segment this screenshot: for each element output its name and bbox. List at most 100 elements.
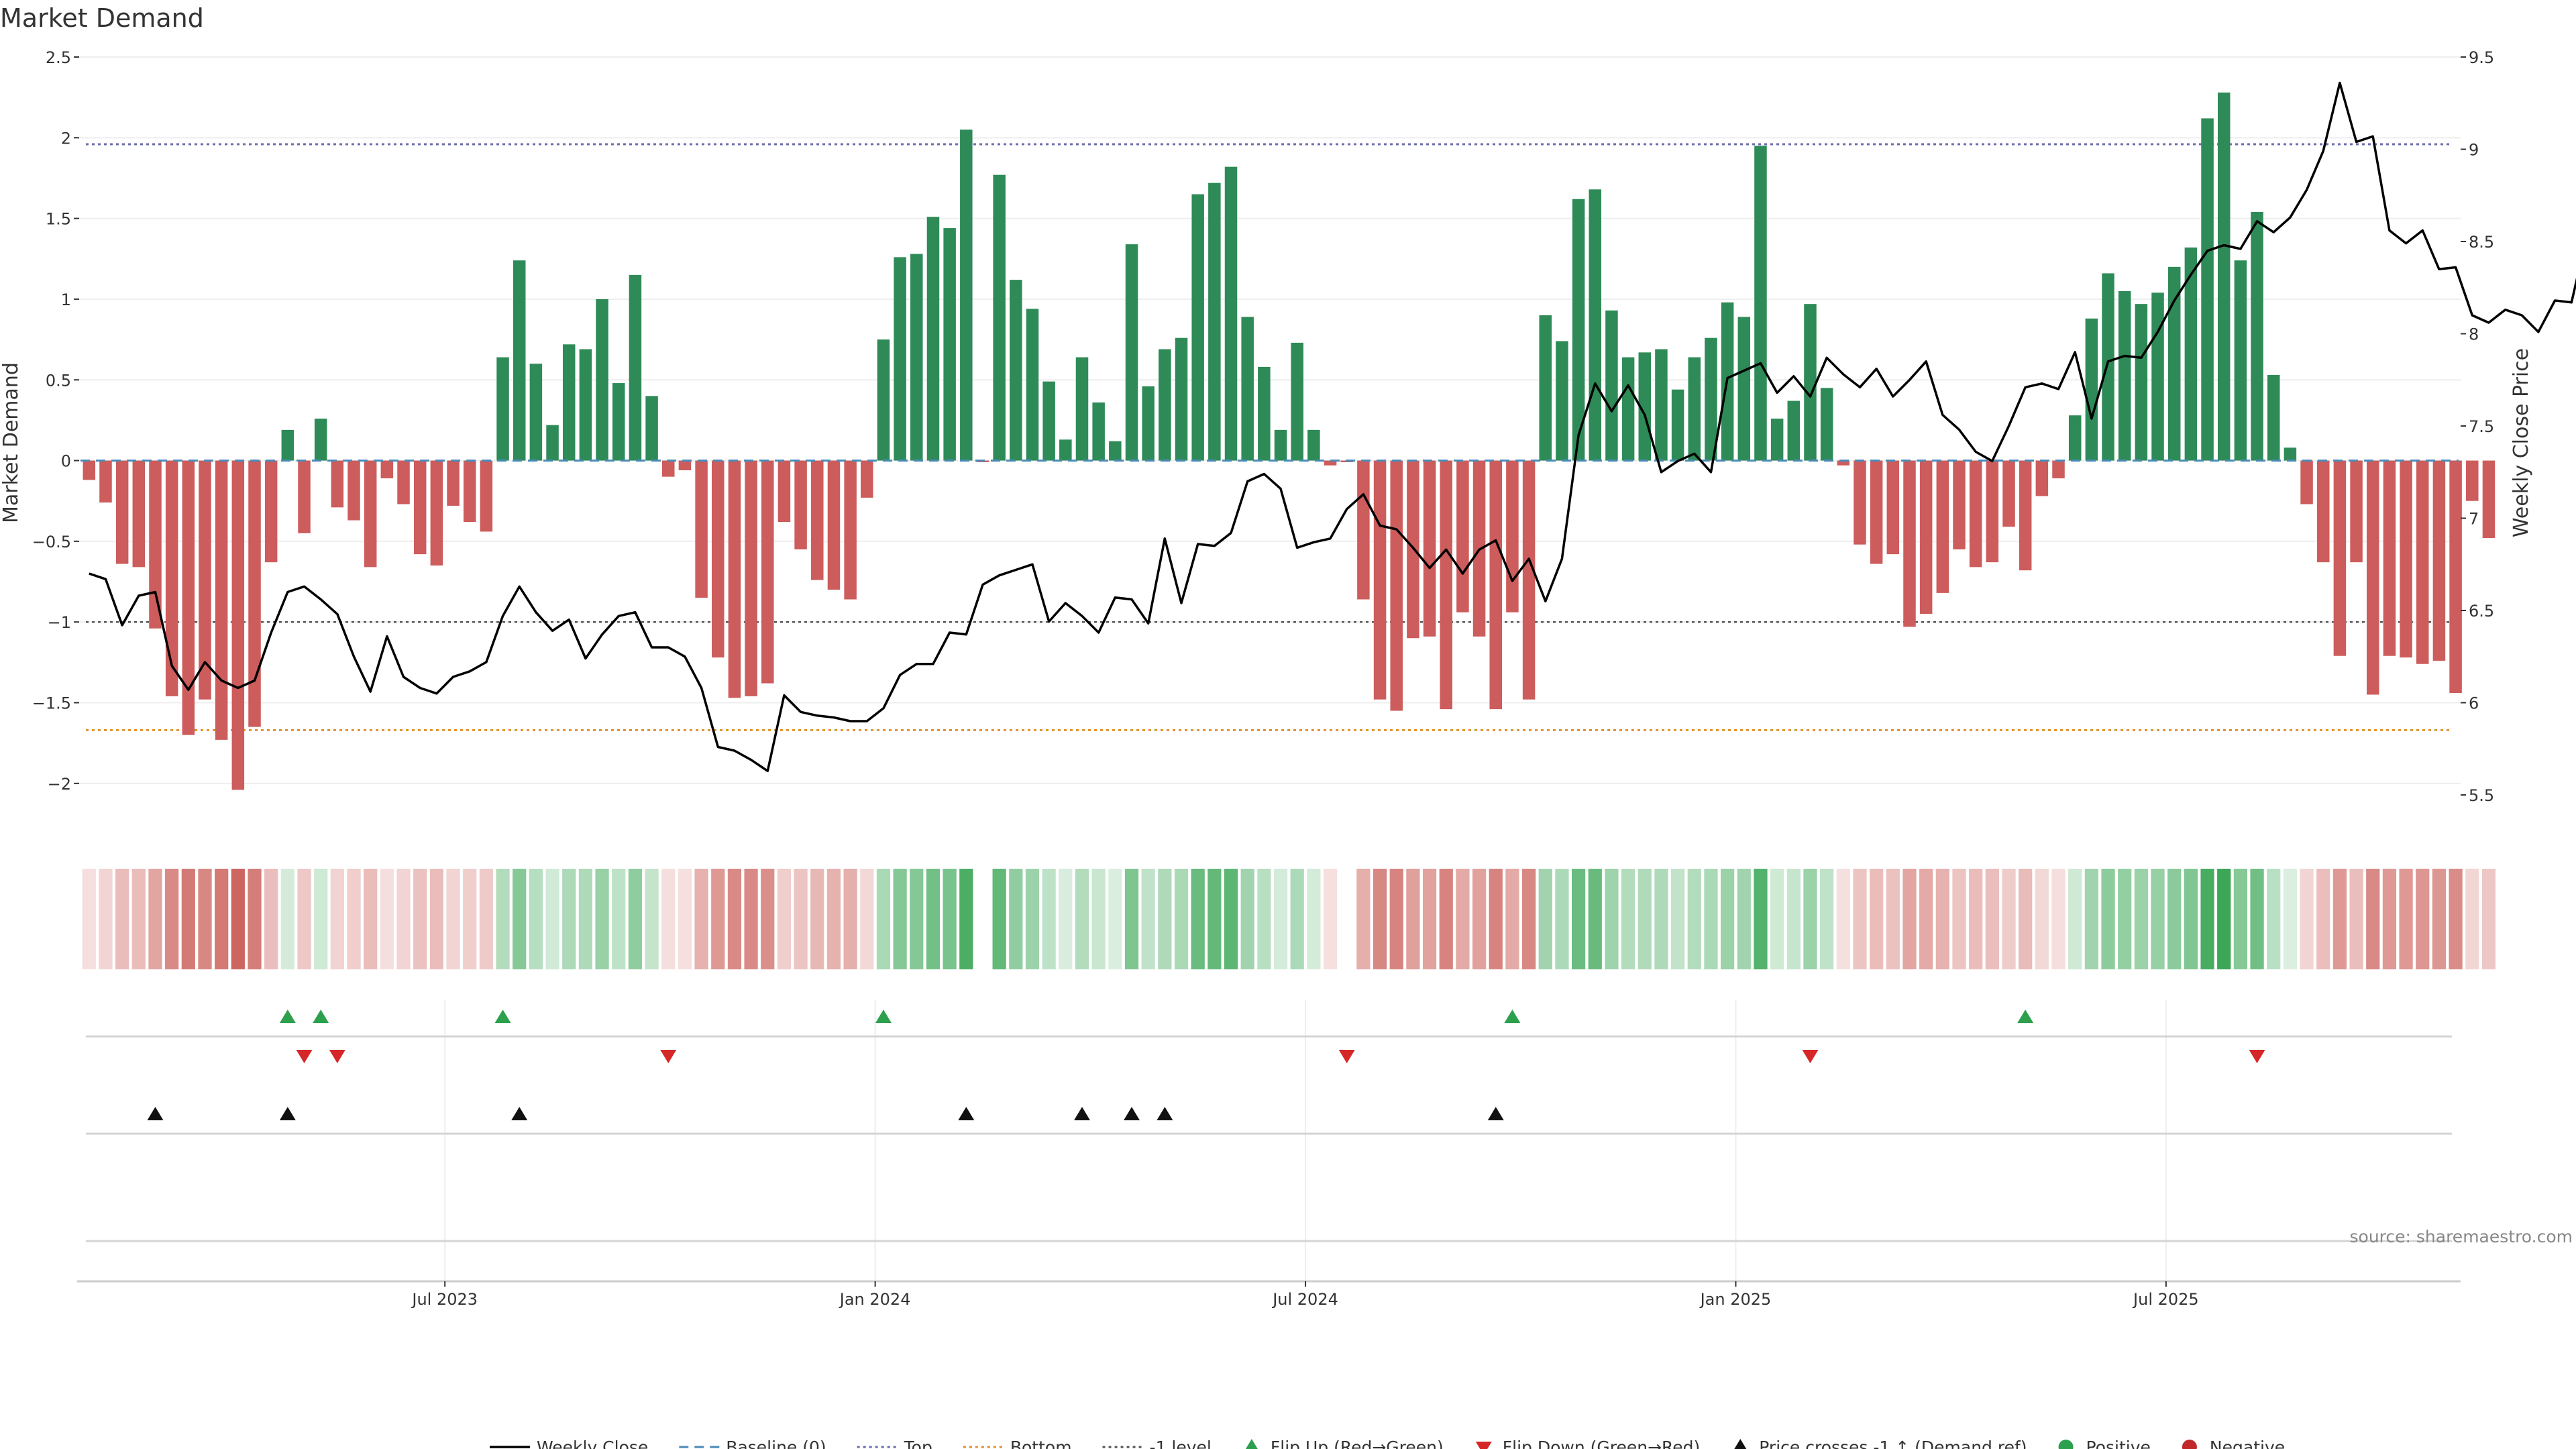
strip-cell [1042, 869, 1056, 969]
demand-bar [1705, 337, 1717, 461]
strip-cell [2316, 869, 2330, 969]
strip-cell [1538, 869, 1552, 969]
strip-cell [1406, 869, 1420, 969]
demand-bar [264, 460, 278, 563]
demand-bar [1159, 349, 1171, 461]
legend-item: Baseline (0) [679, 1438, 826, 1449]
demand-bar [1820, 388, 1833, 461]
strip-cell [347, 869, 361, 969]
strip-cell [1373, 869, 1387, 969]
demand-bar [2366, 460, 2379, 695]
strip-cell [1174, 869, 1189, 969]
demand-bar [2482, 460, 2496, 539]
demand-bar [1191, 194, 1204, 461]
strip-cell [595, 869, 609, 969]
strip-cell [1654, 869, 1668, 969]
strip-cell [479, 869, 493, 969]
strip-cell [1935, 869, 1949, 969]
flip-down-marker [296, 1050, 313, 1063]
demand-bar [199, 460, 211, 700]
strip-cell [2416, 869, 2430, 969]
demand-bar [1671, 389, 1684, 461]
legend-label: Bottom [1010, 1438, 1072, 1449]
strip-cell [545, 869, 559, 969]
demand-bar [2432, 460, 2446, 661]
demand-bar [1804, 304, 1817, 461]
strip-cell [2432, 869, 2447, 969]
strip-cell [1091, 869, 1106, 969]
legend-item: Weekly Close [490, 1438, 648, 1449]
strip-cell [810, 869, 824, 969]
strip-cell [876, 869, 891, 969]
strip-cell [1489, 869, 1503, 969]
demand-bar [430, 460, 443, 566]
demand-bar [579, 349, 592, 461]
flip-up-marker [1504, 1010, 1521, 1023]
demand-bar [2151, 292, 2164, 461]
strip-cell [2366, 869, 2380, 969]
price-cross-marker [147, 1107, 164, 1120]
demand-bar [1870, 460, 1883, 564]
demand-bar [480, 460, 493, 532]
demand-bar [712, 460, 724, 658]
demand-bar [2300, 460, 2313, 504]
strip-cell [1257, 869, 1271, 969]
demand-bar [1506, 460, 1519, 612]
strip-cell [1075, 869, 1089, 969]
demand-bar [83, 460, 96, 480]
demand-bar [298, 460, 311, 533]
strip-cell [99, 869, 113, 969]
demand-bar [1655, 349, 1668, 461]
demand-bar [2068, 415, 2082, 461]
demand-bar [1754, 146, 1767, 461]
demand-bar [1737, 317, 1751, 461]
demand-bar [132, 460, 146, 568]
source-note: source: sharemaestro.com [2350, 1227, 2573, 1246]
legend-item: Negative [2182, 1438, 2285, 1449]
demand-bar [943, 228, 956, 461]
demand-bar [231, 460, 245, 790]
strip-cell [231, 869, 245, 969]
flip-down-marker [1338, 1050, 1355, 1063]
strip-cell [2233, 869, 2248, 969]
strip-cell [2267, 869, 2281, 969]
demand-bar [2383, 460, 2396, 656]
strip-cell [943, 869, 957, 969]
price-cross-marker [279, 1107, 296, 1120]
legend-item: Flip Down (Green→Red) [1475, 1438, 1700, 1449]
strip-cell [711, 869, 725, 969]
strip-cell [1621, 869, 1635, 969]
demand-bar [1489, 460, 1502, 710]
flip-up-marker [875, 1010, 892, 1023]
strip-cell [727, 869, 742, 969]
strip-cell [1208, 869, 1222, 969]
demand-bar [2284, 447, 2297, 461]
legend-item: Price crosses -1 ↑ (Demand ref) [1734, 1438, 2027, 1449]
strip-cell [694, 869, 708, 969]
demand-bar [1373, 460, 1387, 700]
demand-bar [115, 460, 129, 564]
demand-bar [661, 460, 675, 477]
x-axis-ticks: Jul 2023 Jan 2024 Jul 2024 Jan 2025 Jul 2025 [411, 1281, 2199, 1309]
strip-cell [198, 869, 212, 969]
strip-cell [115, 869, 129, 969]
y2-tick-label: 8 [2469, 325, 2479, 344]
strip-cell [1902, 869, 1917, 969]
flip-down-marker [329, 1050, 345, 1063]
y-tick-label: 1.5 [46, 210, 71, 229]
legend-label: Price crosses -1 ↑ (Demand ref) [1759, 1438, 2027, 1449]
strip-cell [761, 869, 775, 969]
strip-cell [215, 869, 229, 969]
y2-tick-label: 6 [2469, 694, 2479, 713]
demand-bar [1854, 460, 1866, 545]
price-cross-marker [958, 1107, 975, 1120]
strip-cell [1273, 869, 1288, 969]
strip-cell [2349, 869, 2363, 969]
demand-bar [960, 129, 973, 461]
price-cross-marker [511, 1107, 528, 1120]
strip-cell [264, 869, 278, 969]
strip-cell [1505, 869, 1519, 969]
demand-bar [629, 274, 642, 461]
demand-bar [2350, 460, 2363, 563]
